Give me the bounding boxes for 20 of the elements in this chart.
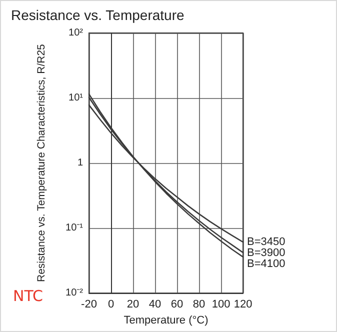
x-tick-label: 120 (234, 298, 252, 311)
y-axis-title: Resistance vs. Temperature Characteristics, R/R25 (36, 44, 48, 282)
y-tick-label: 10⁻² (66, 288, 84, 299)
x-tick-label: 40 (148, 298, 162, 311)
chart-title: Resistance vs. Temperature (11, 7, 184, 23)
x-tick-label: 60 (170, 298, 184, 311)
y-tick-label: 10² (68, 28, 84, 38)
series-label: B=3900 (247, 247, 286, 260)
x-tick-label: -20 (81, 298, 97, 311)
y-tick-label: 1 (77, 158, 84, 169)
x-tick-label: 80 (192, 298, 206, 311)
text: NTC (13, 287, 43, 305)
series-label: B=3450 (247, 236, 286, 248)
y-tick-label: 10¹ (68, 92, 84, 104)
x-axis-title: Temperature (°C) (124, 314, 208, 326)
series-label: B=4100 (247, 258, 286, 270)
x-tick-label: 100 (212, 298, 230, 311)
x-tick-label: 20 (126, 298, 140, 311)
x-tick-label: 0 (108, 298, 114, 311)
y-tick-label: 10⁻¹ (66, 222, 84, 234)
